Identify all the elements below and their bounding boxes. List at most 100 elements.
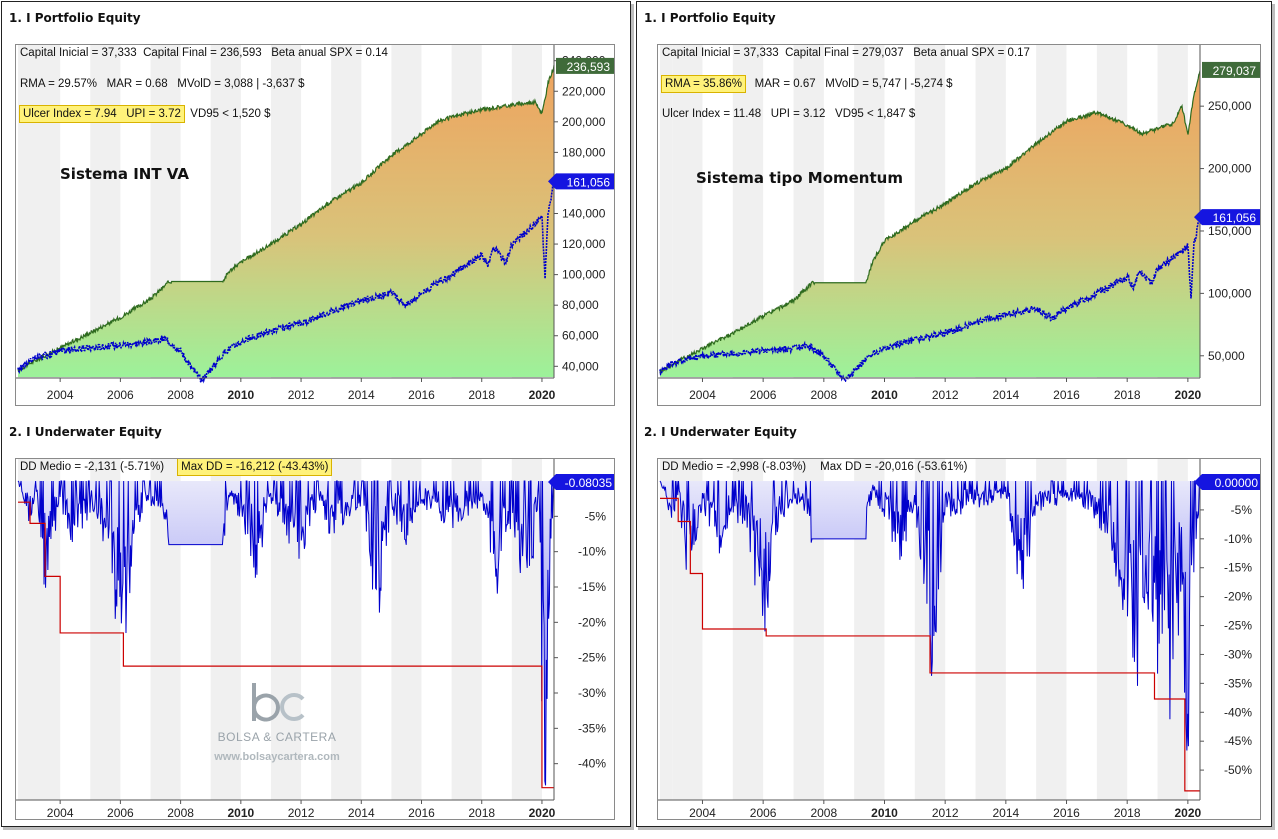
y-tick-label: -30% [1224,647,1252,661]
year-band [18,459,31,800]
y-tick-label: 100,000 [1208,286,1252,300]
equity-stats-line-2: RMA = 35.86% MAR = 0.67 MVolD = 5,747 | … [660,75,953,93]
underwater-chart: -5% -10% -15% -20% -25% -30% -35% -40% -45% -50% 2… [658,459,1260,820]
y-tick-label: -40% [578,757,606,771]
underwater-title: 2. I Underwater Equity [9,425,162,439]
drawdown-value-label: -0.08035 [565,476,613,490]
x-tick-label: 2014 [992,388,1019,402]
y-tick-label: 80,000 [562,298,599,312]
y-tick-label: -5% [1231,503,1253,517]
underwater-title: 2. I Underwater Equity [644,425,797,439]
x-tick-label: 2010 [227,806,254,820]
y-tick-label: 60,000 [562,329,599,343]
x-tick-label: 2006 [107,388,134,402]
x-tick-label: 2018 [1114,806,1141,820]
year-band [975,459,1006,800]
y-tick-label: -20% [1224,590,1252,604]
equity-panel: 40,000 60,000 80,000 100,000 120,000 140,000 1… [15,44,615,406]
x-tick-label: 2012 [932,388,959,402]
y-tick-label: -40% [1224,705,1252,719]
y-tick-label: -45% [1224,734,1252,748]
equity-value-badge [1202,61,1260,78]
x-tick-label: 2016 [408,388,435,402]
right-report: 1. I Portfolio Equity 50,000 100,000 150,0… [636,1,1272,827]
x-tick-label: 2020 [529,388,556,402]
y-tick-label: -15% [1224,561,1252,575]
x-tick-label: 2008 [810,388,837,402]
y-tick-label: 140,000 [562,207,606,221]
equity-stats-line-2: RMA = 29.57% MAR = 0.68 MVolD = 3,088 | … [20,78,305,90]
x-tick-label: 2014 [348,388,375,402]
y-tick-label: 50,000 [1208,349,1245,363]
stat-segment-1: Capital Inicial = 37,333 Capital Final =… [20,47,388,59]
y-tick-label: -10% [578,545,606,559]
y-tick-label: -25% [1224,619,1252,633]
stat-segment-1: Ulcer Index = 11.48 UPI = 3.12 VD95 < 1,… [662,108,916,120]
x-tick-label: 2010 [871,806,898,820]
drawdown-value-badge [1194,474,1260,490]
y-tick-label: 250,000 [1208,99,1252,113]
equity-chart: 50,000 100,000 150,000 200,000 250,000 2004 20… [658,45,1260,402]
x-tick-label: 2004 [47,806,74,820]
x-tick-label: 2012 [932,806,959,820]
equity-value-label: 279,037 [1213,64,1257,78]
bc-logo-icon [252,683,305,722]
stat-segment-1: RMA = 29.57% MAR = 0.68 MVolD = 3,088 | … [20,78,305,90]
watermark-brand: BOLSA & CARTERA [217,730,337,744]
system-name: Sistema INT VA [60,165,189,183]
year-band [660,459,673,800]
max-drawdown-line [660,497,1200,792]
x-tick-label: 2020 [529,806,556,820]
year-band [672,45,703,378]
equity-panel: 50,000 100,000 150,000 200,000 250,000 2004 20… [657,44,1261,406]
x-tick-label: 2010 [871,388,898,402]
x-tick-label: 2004 [689,388,716,402]
underwater-chart: -5% -10% -15% -20% -25% -30% -35% -40% 2004 2006 2… [16,459,614,820]
y-tick-label: 150,000 [1208,224,1252,238]
x-tick-label: 2004 [47,388,74,402]
x-tick-label: 2020 [1175,806,1202,820]
x-tick-label: 2020 [1175,388,1202,402]
stat-segment-2: MAR = 0.67 MVolD = 5,747 | -5,274 $ [745,78,953,90]
x-tick-label: 2006 [107,806,134,820]
y-tick-label: 180,000 [562,145,606,159]
equity-title: 1. I Portfolio Equity [9,11,141,25]
avg-drawdown-stat: DD Medio = -2,998 (-8.03%) [662,461,807,473]
y-tick-label: 40,000 [562,359,599,373]
y-tick-label: -15% [578,580,606,594]
x-tick-label: 2014 [348,806,375,820]
x-tick-label: 2008 [810,806,837,820]
drawdown-value-label: 0.00000 [1215,476,1259,490]
y-tick-label: -50% [1224,763,1252,777]
x-tick-label: 2016 [1053,806,1080,820]
equity-area [660,70,1200,377]
underwater-panel: -5% -10% -15% -20% -25% -30% -35% -40% 2004 2006 2… [15,458,615,820]
watermark-url: www.bolsaycartera.com [214,751,340,763]
underwater-panel: -5% -10% -15% -20% -25% -30% -35% -40% -45% -50% 2… [657,458,1261,820]
year-band [660,45,673,378]
equity-value-label: 236,593 [567,60,611,74]
x-tick-label: 2014 [992,806,1019,820]
benchmark-line [659,215,1201,383]
x-tick-label: 2018 [468,806,495,820]
benchmark-value-label: 161,056 [1213,211,1257,225]
drawdown-line [17,480,555,786]
benchmark-line [17,183,555,384]
x-tick-label: 2012 [288,388,315,402]
x-tick-label: 2006 [750,388,777,402]
equity-stats-line-1: Capital Inicial = 37,333 Capital Final =… [20,47,388,59]
y-tick-label: -35% [1224,676,1252,690]
x-tick-label: 2016 [408,806,435,820]
x-tick-label: 2006 [750,806,777,820]
drawdown-stats: DD Medio = -2,998 (-8.03%) Max DD = -20,0… [662,461,981,473]
year-band [1036,459,1067,800]
left-report: 1. I Portfolio Equity 40,000 60,000 80,000… [1,1,631,827]
y-tick-label: 200,000 [562,115,606,129]
drawdown-line [659,480,1201,751]
equity-stats-line-3: Ulcer Index = 11.48 UPI = 3.12 VD95 < 1,… [662,108,915,120]
max-drawdown-stat: Max DD = -16,212 (-43.43%) [177,459,333,476]
watermark-logo: BOLSA & CARTERA www.bolsaycartera.com [202,681,352,763]
equity-chart: 40,000 60,000 80,000 100,000 120,000 140,000 1… [16,45,614,402]
y-tick-label: -25% [578,651,606,665]
drawdown-value-badge [548,474,614,490]
